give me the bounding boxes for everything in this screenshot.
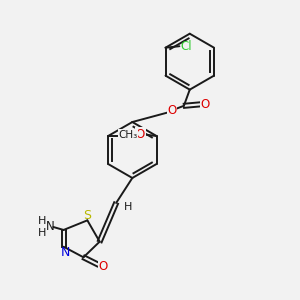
Text: Cl: Cl [123, 130, 135, 142]
Text: O: O [167, 104, 177, 117]
Text: CH₃: CH₃ [118, 130, 137, 140]
Text: O: O [136, 128, 145, 141]
Text: O: O [201, 98, 210, 111]
Text: O: O [99, 260, 108, 273]
Text: Cl: Cl [181, 40, 192, 53]
Text: H: H [38, 215, 46, 226]
Text: H: H [38, 229, 46, 238]
Text: N: N [46, 220, 55, 233]
Text: S: S [83, 208, 92, 221]
Text: H: H [124, 202, 132, 212]
Text: N: N [60, 245, 70, 259]
